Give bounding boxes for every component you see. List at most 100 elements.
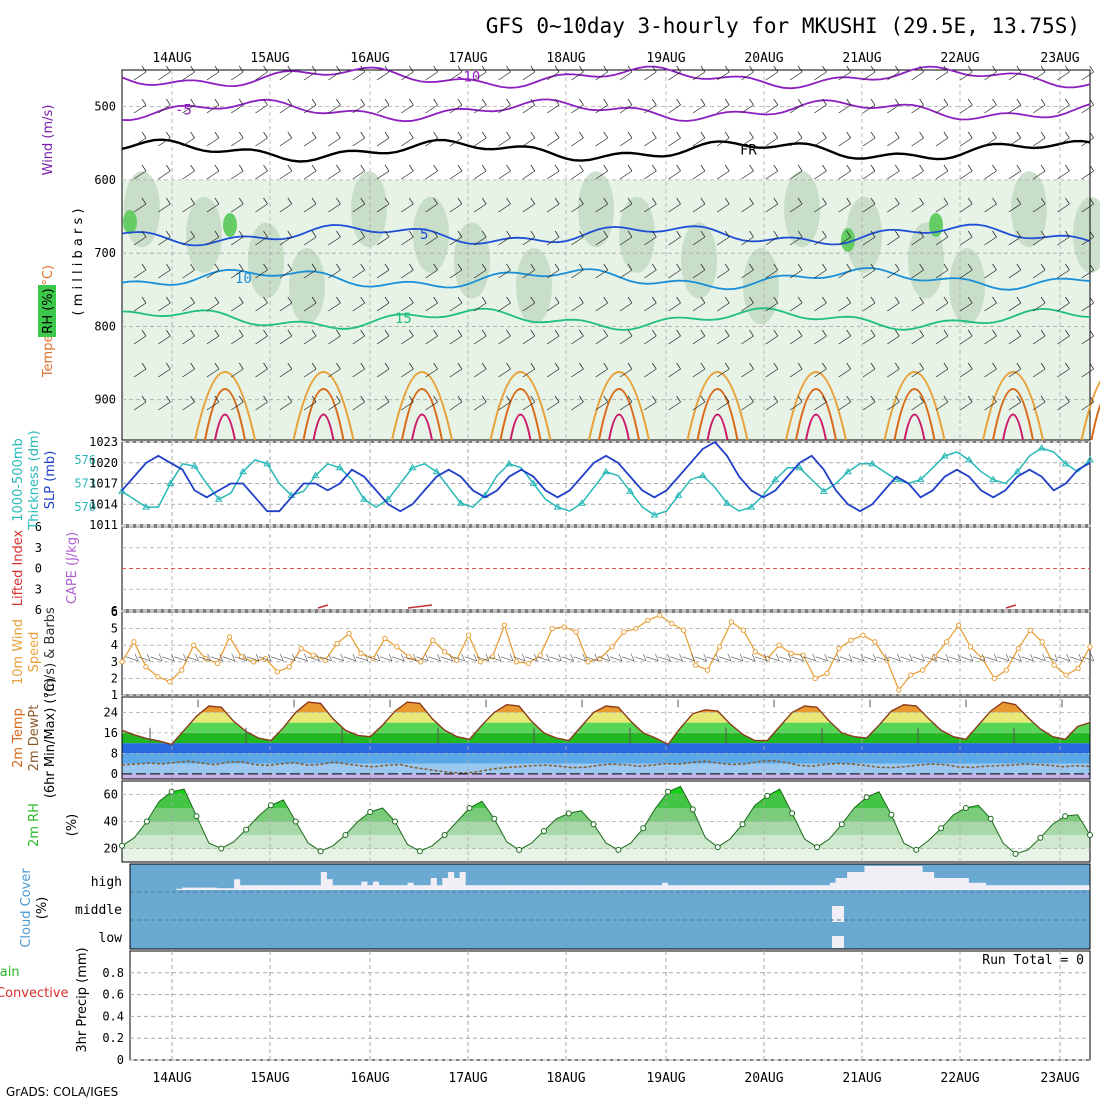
wind-barb — [474, 329, 487, 345]
wind-barb — [546, 230, 560, 246]
wind-barb — [279, 362, 293, 378]
wind-barb — [984, 395, 997, 411]
wind-barb — [1081, 362, 1094, 378]
wind-barb — [862, 230, 876, 246]
wind-barb — [474, 230, 487, 246]
wind10-barb — [198, 653, 211, 662]
temp-band — [122, 702, 1090, 713]
cloud-high-bar — [413, 885, 420, 890]
wind-barb — [206, 131, 220, 147]
temp2m-ytick: 16 — [104, 726, 118, 740]
wind-barb — [401, 329, 414, 345]
wind-barb — [546, 98, 560, 114]
wind-barb — [668, 362, 681, 378]
cloud-high-bar — [430, 878, 437, 890]
wind-barb — [449, 164, 463, 180]
cloud-high-bar — [251, 885, 258, 890]
wind-barb — [838, 98, 851, 114]
wind-barb — [1057, 98, 1070, 114]
wind-barb — [644, 131, 657, 147]
wind-barb — [887, 296, 900, 312]
cloud-high-bar — [199, 887, 206, 890]
wind10-marker — [346, 630, 352, 637]
cloud-high-bar — [396, 885, 403, 890]
wind-barb — [960, 197, 973, 213]
wind-barb — [619, 98, 633, 114]
wind-barb — [887, 395, 900, 411]
wind-barb — [1081, 98, 1094, 114]
rh-shading-blob — [413, 196, 449, 273]
cloud-high-bar — [297, 885, 304, 890]
wind-barb — [206, 263, 220, 279]
rh2m-marker — [764, 792, 771, 799]
rh2m-marker — [218, 845, 225, 852]
thickness-marker — [384, 495, 393, 502]
wind-barb — [376, 263, 390, 279]
rh-shading-blob — [289, 248, 325, 325]
rh2m-marker — [466, 805, 473, 811]
wind-barb — [158, 164, 171, 180]
surface-temp-arch — [292, 371, 355, 441]
wind-barb — [838, 131, 851, 147]
wind-barb — [595, 197, 608, 213]
wind-barb — [328, 362, 341, 378]
wind10-marker — [191, 642, 197, 648]
wind10-barb — [997, 653, 1010, 662]
wind-barb — [1081, 164, 1094, 180]
wind10-marker — [752, 649, 759, 655]
wind10-marker — [226, 634, 233, 640]
wind-barb — [231, 329, 244, 345]
cloud-high-bar — [598, 885, 605, 890]
wind10-marker — [991, 675, 998, 682]
rh2m-marker — [1037, 834, 1044, 841]
cloud-high-bar — [1020, 885, 1027, 890]
surface-temp-arch — [893, 388, 936, 441]
wind-barb — [911, 263, 924, 279]
wind-barb — [522, 98, 536, 114]
wind10-ytick: 6 — [111, 605, 118, 619]
wind-barb — [911, 395, 924, 411]
wind-barb — [741, 197, 754, 213]
temp-band — [122, 753, 1090, 764]
wind-barb — [546, 164, 560, 180]
rh-shading-blob — [516, 248, 552, 325]
wind-barb — [449, 230, 463, 246]
thickness-marker — [456, 499, 465, 506]
wind-barb — [425, 98, 438, 114]
temp2m-label-a: 2m Temp — [11, 708, 26, 768]
date-label-bottom: 18AUG — [546, 1071, 585, 1086]
wind10-marker — [848, 637, 854, 643]
wind-barb — [984, 65, 997, 81]
wind10-barb — [912, 653, 925, 662]
wind10-barb — [283, 653, 296, 662]
wind-barb — [984, 329, 997, 345]
rh2m-marker — [813, 844, 820, 851]
wind-barb — [789, 362, 803, 378]
thickness-marker — [553, 503, 562, 510]
wind-barb — [133, 230, 147, 246]
wind-barb — [182, 197, 195, 213]
cloud-high-bar — [783, 885, 790, 890]
wind10-ytick: 1 — [111, 688, 118, 702]
wind-barb — [644, 263, 657, 279]
wind-barb — [449, 395, 463, 411]
wind-barb — [887, 98, 900, 114]
wind-barb — [814, 197, 827, 213]
cape-ytick: 3 — [35, 582, 42, 596]
upper-axis-label: ( m i l l i b a r s ) — [71, 209, 86, 316]
thickness-marker — [674, 491, 683, 498]
rh2m-panel: 20 40 60 — [104, 780, 1093, 863]
wind10-barb — [464, 653, 478, 662]
temp-band — [122, 763, 1090, 774]
wind-barb — [522, 362, 536, 378]
date-labels-bottom: 14AUG 15AUG 16AUG 17AUG 18AUG 19AUG 20AUG 21AUG… — [152, 1071, 1079, 1086]
wind-barb — [789, 329, 803, 345]
cloud-high-bar — [459, 872, 466, 890]
rh2m-marker — [739, 821, 746, 828]
wind-barb — [644, 230, 657, 246]
wind-barb — [1057, 395, 1070, 411]
slp-ytick: 1020 — [89, 456, 118, 470]
wind-barb — [255, 230, 268, 246]
wind-barb — [206, 362, 220, 378]
wind-barb — [838, 230, 851, 246]
